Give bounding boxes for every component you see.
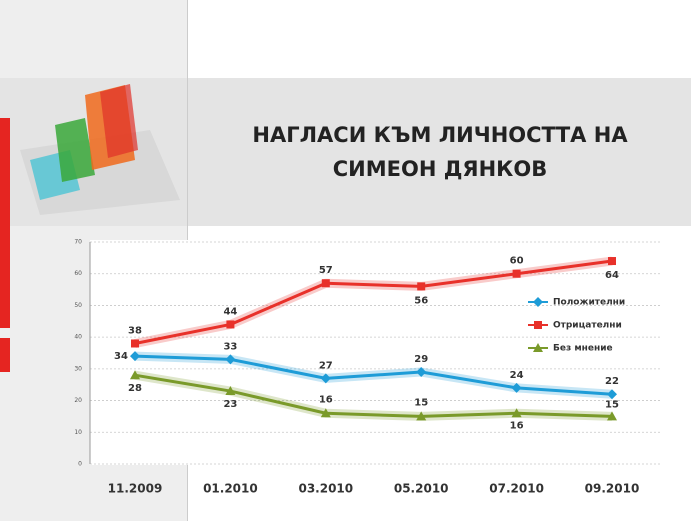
y-tick-label: 0 <box>78 461 82 468</box>
chart-title: НАГЛАСИ КЪМ ЛИЧНОСТТА НА СИМЕОН ДЯНКОВ <box>252 123 628 181</box>
marker <box>131 339 139 348</box>
legend-marker <box>533 343 543 352</box>
y-tick-label: 50 <box>74 302 82 309</box>
legend-label: Отрицателни <box>553 321 622 331</box>
data-label: 23 <box>223 399 237 410</box>
marker <box>320 408 331 418</box>
data-label: 15 <box>605 399 619 410</box>
y-tick-label: 60 <box>74 270 82 277</box>
line <box>134 373 613 418</box>
marker <box>511 382 522 393</box>
data-label: 28 <box>128 383 142 394</box>
legend-label: Без мнение <box>553 344 613 354</box>
marker <box>320 373 331 384</box>
data-label: 57 <box>319 265 333 276</box>
y-tick-label: 30 <box>74 365 82 372</box>
marker <box>607 411 617 421</box>
marker <box>130 370 140 380</box>
marker <box>511 408 522 418</box>
data-label: 60 <box>510 256 524 267</box>
legend-label: Положителни <box>553 298 625 308</box>
marker <box>321 279 330 288</box>
marker <box>608 257 616 266</box>
marker <box>226 320 235 329</box>
side-strip <box>0 118 10 328</box>
data-label: 16 <box>319 394 333 405</box>
x-tick-label: 03.2010 <box>298 482 353 496</box>
x-tick-label: 01.2010 <box>203 482 258 496</box>
x-tick-label: 07.2010 <box>489 482 544 496</box>
series: 28 23 16 15 16 15 <box>128 370 619 431</box>
y-tick-label: 10 <box>74 429 82 436</box>
marker <box>416 367 427 378</box>
data-label: 15 <box>414 397 428 408</box>
data-label: 33 <box>223 341 237 352</box>
data-label: 29 <box>414 354 428 365</box>
line <box>134 259 613 345</box>
legend-marker <box>533 297 543 307</box>
x-tick-label: 11.2009 <box>108 482 163 496</box>
line <box>134 354 613 396</box>
data-label: 64 <box>605 270 619 281</box>
side-strip <box>0 338 10 372</box>
marker <box>225 354 236 365</box>
y-tick-label: 20 <box>74 397 82 404</box>
x-tick-label: 05.2010 <box>394 482 449 496</box>
data-label: 24 <box>510 370 524 381</box>
marker <box>130 351 140 362</box>
marker <box>225 386 236 396</box>
marker <box>417 282 426 291</box>
plot-area <box>90 240 660 465</box>
data-label: 38 <box>128 325 142 336</box>
x-tick-label: 09.2010 <box>585 482 640 496</box>
data-label: 16 <box>510 420 524 431</box>
y-tick-label: 40 <box>74 334 82 341</box>
marker <box>607 389 617 400</box>
header-graphic <box>20 84 180 215</box>
y-tick-label: 70 <box>74 239 82 246</box>
data-label: 34 <box>114 351 128 362</box>
marker <box>416 411 427 421</box>
series: 38 44 57 56 60 64 <box>128 256 619 348</box>
data-label: 56 <box>414 295 428 306</box>
series: 34 33 27 29 24 22 <box>114 341 619 400</box>
data-label: 44 <box>223 306 237 317</box>
data-label: 27 <box>319 360 333 371</box>
marker <box>512 269 521 278</box>
data-label: 22 <box>605 376 619 387</box>
legend-marker <box>534 321 542 329</box>
